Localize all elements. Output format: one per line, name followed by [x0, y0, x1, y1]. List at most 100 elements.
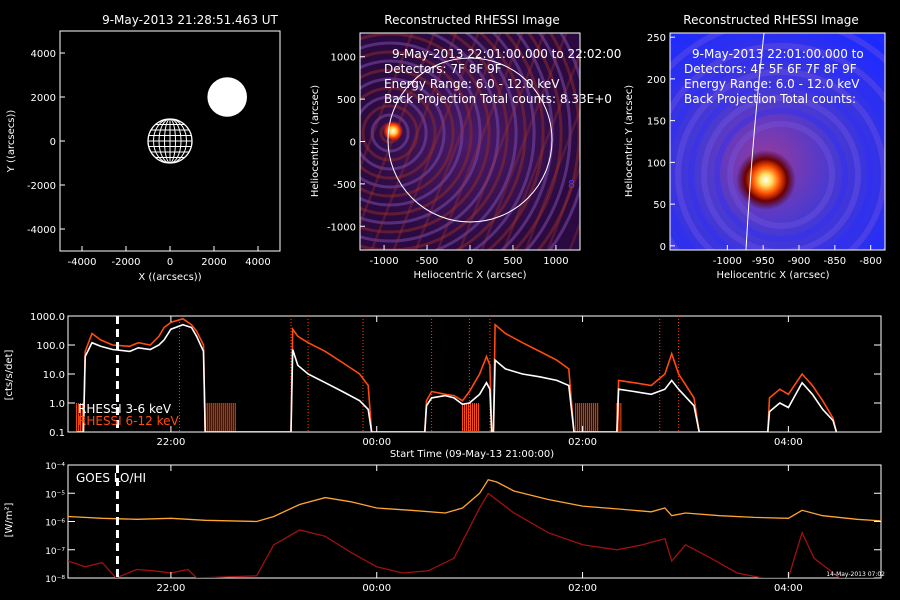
p3-ytick-label: 0 — [660, 242, 666, 253]
p2-ytick-label: 1000 — [331, 53, 356, 64]
goes-series-line — [68, 492, 881, 578]
goes-legend: GOES LO/HI — [76, 471, 146, 485]
p2-xtick-label: -500 — [416, 256, 439, 267]
p2-fringe — [370, 113, 410, 153]
panel1-ylabel: Y ((arcsecs)) — [6, 110, 17, 174]
lc-ytick-label: 10.0 — [43, 370, 65, 381]
p2-overlay-line: Energy Range: 6.0 - 12.0 keV — [384, 77, 560, 91]
panel1-title: 9-May-2013 21:28:51.463 UT — [102, 13, 278, 27]
lc-legend-3-6: RHESSI 3-6 keV — [78, 402, 172, 416]
p3-ring — [670, 55, 885, 250]
lc-ticks: 0.1 1.0 10.0 100.0 1000.0 22:00 00:00 02:00 04:0… — [30, 312, 881, 448]
p2-stripe — [524, 107, 580, 250]
goes-xtick-label: 22:00 — [156, 583, 185, 594]
goes-ytick-label: 10⁻⁶ — [45, 519, 65, 529]
p3-overlay-line: Detectors: 4F 5F 6F 7F 8F 9F — [684, 62, 857, 76]
p2-xtick-label: 500 — [503, 256, 522, 267]
goes-ytick-label: 10⁻⁵ — [45, 490, 65, 500]
lc-flag-lines — [76, 316, 680, 432]
p2-fringe — [536, 33, 580, 250]
goes-series — [68, 465, 881, 578]
p3-ring — [701, 94, 862, 250]
p2-stripe — [568, 220, 580, 250]
p2-fringe — [360, 77, 446, 189]
p2-overlay-line: Back Projection Total counts: 8.33E+0 — [384, 92, 612, 106]
goes-corner-note: 14-May-2013 07:02 — [826, 571, 885, 578]
goes-ytick-label: 10⁻⁴ — [45, 462, 65, 472]
p2-stripe — [392, 33, 480, 250]
goes-frame — [67, 464, 882, 579]
p2-xtick-label: 1000 — [543, 256, 568, 267]
p3-ring — [727, 120, 836, 229]
p3-ytick-label: 150 — [647, 117, 666, 128]
p1-globe — [147, 118, 193, 164]
p1-ytick-label: 2000 — [31, 93, 56, 104]
p2-ytick-label: -1000 — [327, 222, 356, 233]
goes-xtick-label: 04:00 — [774, 583, 803, 594]
lc-series-line — [76, 317, 838, 432]
p2-stripe — [480, 33, 568, 250]
panel-goes: 10⁻⁸ 10⁻⁷ 10⁻⁶ 10⁻⁵ 10⁻⁴ 22:00 00:00 02:00 04:00… — [4, 462, 885, 594]
p2-fringe — [360, 33, 491, 234]
p3-ring — [714, 107, 849, 242]
panel2-limb — [387, 57, 553, 223]
goes-xtick-label: 02:00 — [568, 583, 597, 594]
p1-xtick-label: 4000 — [245, 257, 270, 268]
p2-fringe — [360, 50, 473, 216]
lc-ytick-label: 0.1 — [49, 428, 65, 439]
panel3-frame — [669, 32, 886, 251]
p2-stripe — [414, 33, 502, 250]
p3-overlay-line: Back Projection Total counts: — [684, 92, 856, 106]
p2-xtick-label: 0 — [467, 256, 473, 267]
lc-ylabel: [cts/s/det] — [4, 350, 15, 401]
p2-fringe — [360, 41, 482, 225]
p2-fringe — [454, 33, 527, 250]
goes-xtick-label: 00:00 — [362, 583, 391, 594]
goes-ylabel: [W/m²] — [4, 502, 15, 537]
lc-ytick-label: 1000.0 — [30, 312, 65, 323]
p2-overlay-line: 9-May-2013 22:01:00.000 to 22:02:00 — [392, 47, 621, 61]
panel3-image — [670, 33, 885, 250]
p3-ring — [670, 42, 885, 250]
p3-ytick-label: 200 — [647, 75, 666, 86]
panel3-title: Reconstructed RHESSI Image — [683, 13, 858, 27]
goes-ytick-label: 10⁻⁷ — [45, 547, 65, 557]
goes-series-line — [68, 479, 881, 523]
p3-xtick-label: -1000 — [713, 256, 742, 267]
p3-ytick-label: 100 — [647, 158, 666, 169]
lc-legend-6-12: RHESSI 6-12 keV — [78, 414, 179, 428]
p2-overlay-line: Detectors: 7F 8F 9F — [384, 62, 502, 76]
p3-xtick-label: -900 — [788, 256, 811, 267]
p2-fringe — [360, 33, 500, 243]
panel2-title: Reconstructed RHESSI Image — [384, 13, 559, 27]
p1-xtick-label: 0 — [167, 257, 173, 268]
p2-ytick-label: 500 — [337, 95, 356, 106]
p3-xtick-label: -850 — [823, 256, 846, 267]
lc-ytick-label: 1.0 — [49, 399, 65, 410]
panel3-ticks: -1000 -950 -900 -850 -800 0 50 100 150 200 250 — [647, 33, 882, 267]
p2-fringe — [360, 33, 509, 250]
p3-ring — [688, 81, 875, 250]
p1-xtick-label: 2000 — [201, 257, 226, 268]
p2-stripe — [546, 163, 580, 250]
panel-solar-disk: 9-May-2013 21:28:51.463 UT -4000 -2000 0 20… — [6, 13, 281, 283]
lc-ytick-label: 100.0 — [36, 341, 65, 352]
p2-ytick-label: 0 — [350, 138, 356, 149]
p1-xtick-label: -2000 — [111, 257, 140, 268]
p3-xtick-label: -950 — [752, 256, 775, 267]
panel2-ticks: -1000 -500 0 500 1000 -1000 -500 0 500 1000 — [327, 53, 569, 267]
p2-fringe — [432, 33, 518, 250]
panel2-image: 8 — [360, 33, 580, 250]
lc-xtick-label: 04:00 — [774, 437, 803, 448]
p2-fringe — [486, 33, 545, 250]
p1-ytick-label: 0 — [50, 137, 56, 148]
p1-xtick-label: -4000 — [67, 257, 96, 268]
panel-rhessi-fullsun: Reconstructed RHESSI Image 8 -1000 -500 0 5… — [310, 13, 621, 281]
lc-xtick-label: 00:00 — [362, 437, 391, 448]
p2-stripe — [458, 33, 546, 250]
panel1-xlabel: X ((arcsecs)) — [138, 272, 201, 283]
p1-ytick-label: -2000 — [27, 181, 56, 192]
p2-fringe — [512, 33, 563, 250]
panel3-limb — [745, 33, 765, 250]
p2-stripe — [436, 33, 524, 250]
